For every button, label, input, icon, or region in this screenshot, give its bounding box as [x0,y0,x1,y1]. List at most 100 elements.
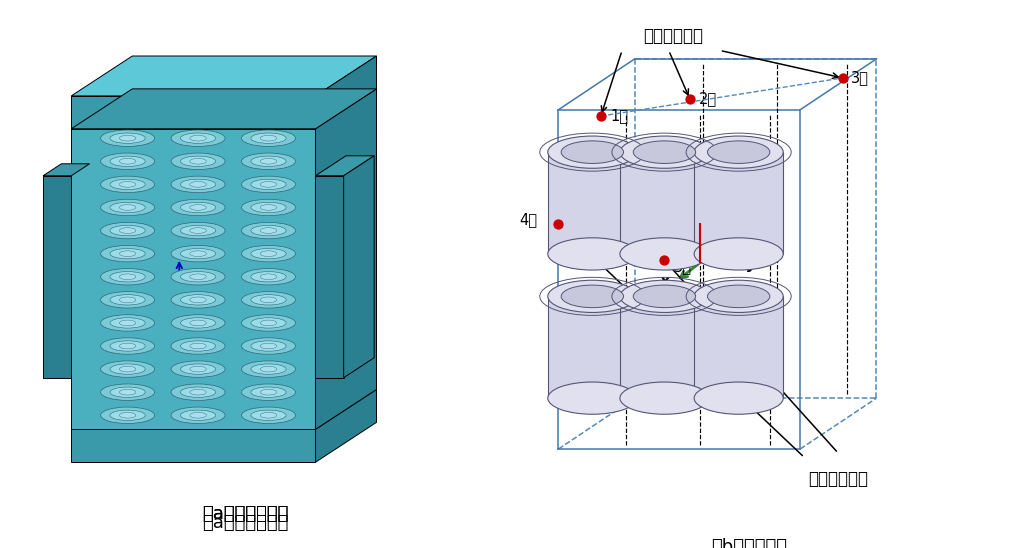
Point [835,73,851,82]
Polygon shape [71,430,316,463]
Ellipse shape [119,204,136,210]
Ellipse shape [110,248,146,259]
Ellipse shape [260,204,277,210]
Ellipse shape [180,179,216,190]
Polygon shape [43,176,71,378]
Ellipse shape [119,343,136,349]
Ellipse shape [251,133,286,144]
Text: （a）变压器模型: （a）变压器模型 [202,505,288,522]
Ellipse shape [101,222,155,239]
Polygon shape [343,156,374,378]
Text: x: x [659,274,669,289]
Ellipse shape [101,199,155,216]
Ellipse shape [171,246,225,262]
Ellipse shape [242,199,296,216]
Ellipse shape [190,228,206,233]
Ellipse shape [171,315,225,331]
Ellipse shape [110,156,146,167]
Polygon shape [316,176,343,378]
Ellipse shape [110,295,146,305]
Ellipse shape [101,153,155,169]
Ellipse shape [180,272,216,282]
Text: （a）变压器模型: （a）变压器模型 [202,505,288,522]
Ellipse shape [251,410,286,420]
Ellipse shape [171,292,225,308]
Polygon shape [71,89,376,129]
Ellipse shape [110,225,146,236]
Text: 绕组振动测点: 绕组振动测点 [808,470,868,488]
Ellipse shape [110,179,146,190]
Ellipse shape [260,181,277,187]
Polygon shape [694,296,784,398]
Text: 铁心振动测点: 铁心振动测点 [643,26,703,44]
Ellipse shape [119,181,136,187]
Point [656,256,673,265]
Ellipse shape [101,292,155,308]
Polygon shape [548,296,637,398]
Point [593,112,609,121]
Ellipse shape [180,248,216,259]
Ellipse shape [110,318,146,328]
Ellipse shape [101,338,155,354]
Ellipse shape [119,158,136,164]
Text: 3号: 3号 [851,71,869,85]
Text: O: O [705,241,718,259]
Ellipse shape [190,390,206,395]
Ellipse shape [180,295,216,305]
Text: 4号: 4号 [520,213,537,227]
Point [550,220,567,229]
Polygon shape [316,156,374,176]
Ellipse shape [190,297,206,302]
Ellipse shape [242,130,296,146]
Ellipse shape [101,246,155,262]
Ellipse shape [251,202,286,213]
Ellipse shape [171,407,225,424]
Ellipse shape [620,238,709,270]
Ellipse shape [190,366,206,372]
Ellipse shape [119,274,136,279]
Ellipse shape [251,364,286,374]
Ellipse shape [101,384,155,401]
Ellipse shape [119,413,136,418]
Ellipse shape [260,320,277,326]
Ellipse shape [190,204,206,210]
Polygon shape [71,56,376,96]
Ellipse shape [251,156,286,167]
Ellipse shape [242,176,296,192]
Ellipse shape [110,364,146,374]
Polygon shape [620,152,709,254]
Ellipse shape [633,141,696,163]
Ellipse shape [171,384,225,401]
Ellipse shape [548,238,637,270]
Polygon shape [316,390,376,463]
Ellipse shape [260,413,277,418]
Ellipse shape [101,315,155,331]
Ellipse shape [707,141,769,163]
Ellipse shape [171,176,225,192]
Ellipse shape [251,272,286,282]
Ellipse shape [110,341,146,351]
Ellipse shape [260,274,277,279]
Ellipse shape [251,387,286,397]
Ellipse shape [190,343,206,349]
Ellipse shape [620,280,709,312]
Ellipse shape [548,136,637,168]
Ellipse shape [180,202,216,213]
Ellipse shape [260,297,277,302]
Ellipse shape [110,133,146,144]
Point [682,95,698,104]
Ellipse shape [190,158,206,164]
Ellipse shape [260,366,277,372]
Ellipse shape [119,320,136,326]
Ellipse shape [260,251,277,256]
Ellipse shape [694,136,784,168]
Ellipse shape [242,153,296,169]
Ellipse shape [171,130,225,146]
Ellipse shape [190,413,206,418]
Ellipse shape [251,341,286,351]
Ellipse shape [242,361,296,378]
Ellipse shape [561,141,624,163]
Ellipse shape [171,338,225,354]
Ellipse shape [707,285,769,307]
Ellipse shape [561,285,624,307]
